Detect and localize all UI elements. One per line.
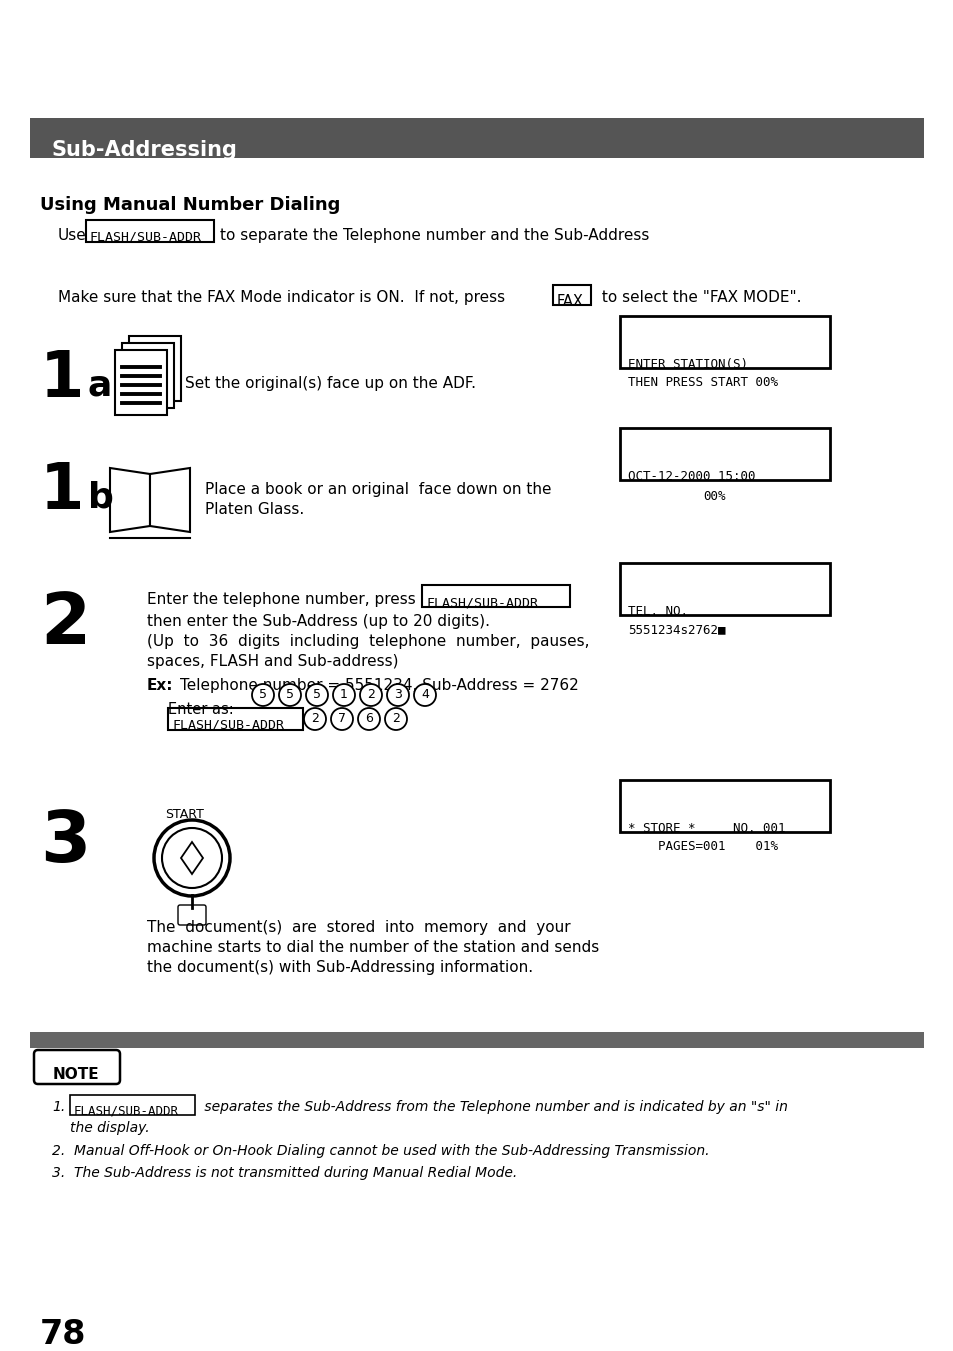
- Text: 2.  Manual Off-Hook or On-Hook Dialing cannot be used with the Sub-Addressing Tr: 2. Manual Off-Hook or On-Hook Dialing ca…: [52, 1144, 709, 1158]
- Text: Using Manual Number Dialing: Using Manual Number Dialing: [40, 196, 340, 213]
- Text: Enter the telephone number, press: Enter the telephone number, press: [147, 592, 416, 607]
- Text: OCT-12-2000 15:00: OCT-12-2000 15:00: [627, 470, 755, 484]
- FancyBboxPatch shape: [34, 1050, 120, 1084]
- Text: THEN PRESS START 00%: THEN PRESS START 00%: [627, 376, 778, 389]
- Text: Ex:: Ex:: [147, 678, 173, 693]
- Circle shape: [333, 684, 355, 707]
- Circle shape: [385, 708, 407, 730]
- Text: 2: 2: [311, 712, 318, 725]
- Text: START: START: [165, 808, 204, 821]
- FancyBboxPatch shape: [421, 585, 569, 607]
- Polygon shape: [110, 467, 150, 532]
- Text: TEL. NO.: TEL. NO.: [627, 605, 687, 617]
- Polygon shape: [181, 842, 203, 874]
- Bar: [115, 350, 167, 415]
- Text: PAGES=001    01%: PAGES=001 01%: [627, 840, 778, 852]
- Text: Sub-Addressing: Sub-Addressing: [52, 141, 237, 159]
- FancyBboxPatch shape: [168, 708, 303, 730]
- Circle shape: [357, 708, 379, 730]
- Text: 1: 1: [40, 459, 84, 521]
- Text: 5: 5: [258, 689, 267, 701]
- Circle shape: [162, 828, 222, 888]
- Text: FLASH/SUB-ADDR: FLASH/SUB-ADDR: [427, 596, 538, 609]
- FancyBboxPatch shape: [178, 905, 206, 925]
- Text: 5551234s2762■: 5551234s2762■: [627, 623, 724, 636]
- Text: separates the Sub-Address from the Telephone number and is indicated by an "s" i: separates the Sub-Address from the Telep…: [200, 1100, 787, 1115]
- Text: then enter the Sub-Address (up to 20 digits).: then enter the Sub-Address (up to 20 dig…: [147, 613, 490, 630]
- Text: the document(s) with Sub-Addressing information.: the document(s) with Sub-Addressing info…: [147, 961, 533, 975]
- Circle shape: [153, 820, 230, 896]
- Text: to select the "FAX MODE".: to select the "FAX MODE".: [597, 290, 801, 305]
- FancyBboxPatch shape: [70, 1096, 194, 1115]
- Text: 5: 5: [313, 689, 320, 701]
- Circle shape: [306, 684, 328, 707]
- Text: FAX: FAX: [557, 295, 583, 309]
- Text: 3: 3: [394, 689, 401, 701]
- Text: 3: 3: [40, 808, 91, 877]
- Circle shape: [331, 708, 353, 730]
- FancyBboxPatch shape: [619, 563, 829, 615]
- Bar: [30, 118, 923, 158]
- Text: (Up  to  36  digits  including  telephone  number,  pauses,: (Up to 36 digits including telephone num…: [147, 634, 589, 648]
- Bar: [122, 343, 173, 408]
- Text: FLASH/SUB-ADDR: FLASH/SUB-ADDR: [172, 719, 285, 732]
- Text: 6: 6: [365, 712, 373, 725]
- FancyBboxPatch shape: [553, 285, 590, 305]
- Text: 4: 4: [420, 689, 429, 701]
- Polygon shape: [150, 467, 190, 532]
- Text: 1: 1: [40, 349, 84, 409]
- Text: the display.: the display.: [70, 1121, 150, 1135]
- Text: Make sure that the FAX Mode indicator is ON.  If not, press: Make sure that the FAX Mode indicator is…: [58, 290, 504, 305]
- FancyBboxPatch shape: [619, 428, 829, 480]
- Text: b: b: [88, 480, 113, 513]
- Text: Place a book or an original  face down on the: Place a book or an original face down on…: [205, 482, 551, 497]
- Text: Enter as:: Enter as:: [168, 703, 233, 717]
- Text: Platen Glass.: Platen Glass.: [205, 503, 304, 517]
- Text: FLASH/SUB-ADDR: FLASH/SUB-ADDR: [74, 1104, 179, 1117]
- Text: * STORE *     NO. 001: * STORE * NO. 001: [627, 821, 784, 835]
- Circle shape: [387, 684, 409, 707]
- Bar: [30, 1032, 923, 1048]
- Text: 2: 2: [40, 590, 91, 659]
- Bar: [129, 336, 181, 401]
- Text: Use: Use: [58, 228, 87, 243]
- FancyBboxPatch shape: [86, 220, 213, 242]
- Circle shape: [278, 684, 301, 707]
- Text: 2: 2: [392, 712, 399, 725]
- Text: 1.: 1.: [52, 1100, 65, 1115]
- Text: The  document(s)  are  stored  into  memory  and  your: The document(s) are stored into memory a…: [147, 920, 570, 935]
- Text: 2: 2: [367, 689, 375, 701]
- Text: FLASH/SUB-ADDR: FLASH/SUB-ADDR: [90, 231, 202, 245]
- Circle shape: [252, 684, 274, 707]
- Circle shape: [414, 684, 436, 707]
- Text: 00%: 00%: [702, 490, 724, 503]
- Text: spaces, FLASH and Sub-address): spaces, FLASH and Sub-address): [147, 654, 398, 669]
- Circle shape: [359, 684, 381, 707]
- Text: Telephone number = 5551234, Sub-Address = 2762: Telephone number = 5551234, Sub-Address …: [180, 678, 578, 693]
- Text: 7: 7: [337, 712, 346, 725]
- Text: machine starts to dial the number of the station and sends: machine starts to dial the number of the…: [147, 940, 598, 955]
- Text: 78: 78: [40, 1319, 87, 1351]
- Text: NOTE: NOTE: [53, 1067, 99, 1082]
- FancyBboxPatch shape: [619, 780, 829, 832]
- Text: Set the original(s) face up on the ADF.: Set the original(s) face up on the ADF.: [185, 376, 476, 390]
- FancyBboxPatch shape: [619, 316, 829, 367]
- Text: 5: 5: [286, 689, 294, 701]
- Text: a: a: [88, 367, 112, 403]
- Text: 1: 1: [339, 689, 348, 701]
- Circle shape: [304, 708, 326, 730]
- Text: to separate the Telephone number and the Sub-Address: to separate the Telephone number and the…: [220, 228, 649, 243]
- Text: ENTER STATION(S): ENTER STATION(S): [627, 358, 747, 372]
- Text: 3.  The Sub-Address is not transmitted during Manual Redial Mode.: 3. The Sub-Address is not transmitted du…: [52, 1166, 517, 1179]
